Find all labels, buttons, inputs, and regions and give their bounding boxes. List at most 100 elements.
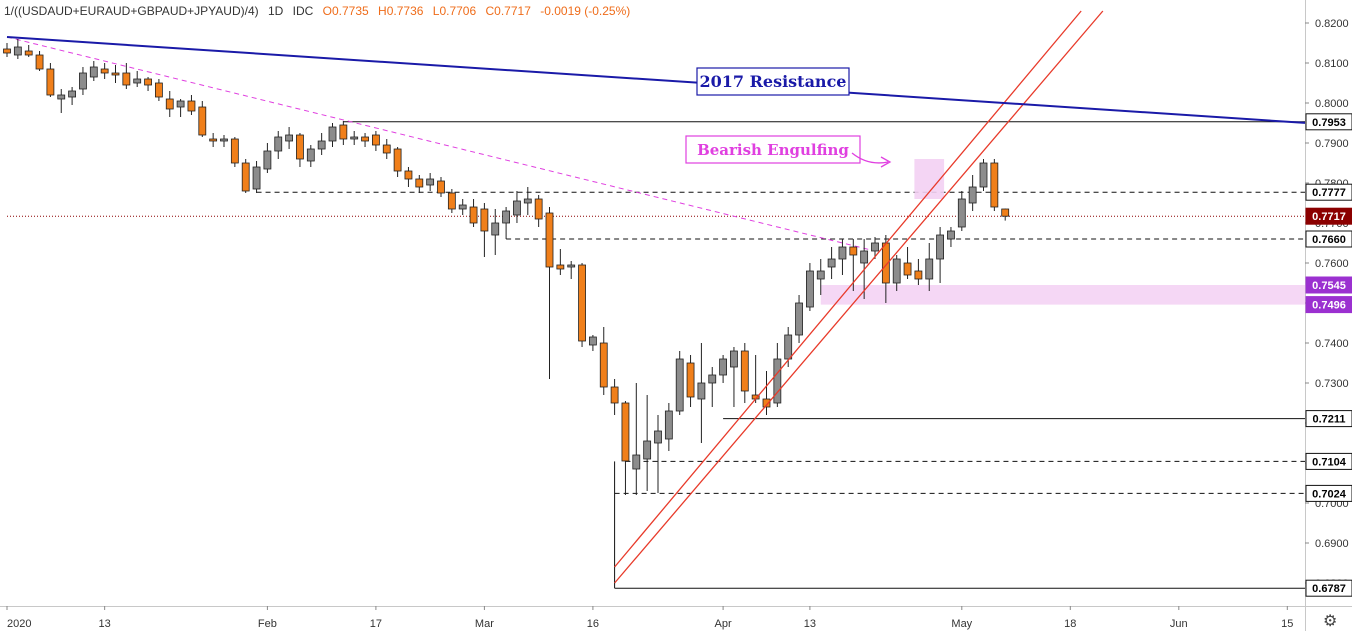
candle-body — [220, 138, 228, 142]
candle-body — [816, 270, 825, 280]
y-tick-label: 0.7900 — [1315, 138, 1349, 150]
low-value: L0.7706 — [432, 4, 477, 18]
candle-body — [3, 48, 11, 54]
x-tick-label: 13 — [99, 618, 111, 630]
candle-body — [979, 162, 988, 188]
candle-body — [252, 166, 261, 190]
candle-body — [382, 144, 391, 154]
candle-body — [968, 186, 977, 204]
candle-body — [35, 54, 44, 70]
price-label-text: 0.7211 — [1312, 414, 1345, 426]
candle-body — [350, 136, 359, 140]
candle-body — [133, 78, 142, 84]
candle-body — [567, 264, 576, 268]
candle-body — [762, 398, 771, 408]
y-tick-label: 0.6900 — [1315, 538, 1349, 550]
candle-body — [784, 334, 793, 360]
candle-body — [708, 374, 717, 384]
downtrend-line — [6, 36, 876, 252]
price-label-text: 0.6787 — [1312, 583, 1346, 595]
symbol-name[interactable]: 1/((USDAUD+EURAUD+GBPAUD+JPYAUD)/4) — [4, 4, 259, 18]
candle-body — [610, 386, 619, 404]
price-label-box — [1305, 484, 1352, 502]
candle-body — [621, 402, 630, 462]
engulfing-label: Bearish Engulfing — [685, 135, 892, 168]
x-tick-label: 17 — [370, 618, 382, 630]
candle-body — [241, 162, 250, 192]
resistance-label: 2017 Resistance — [696, 67, 850, 96]
candle-body — [990, 162, 999, 208]
price-label-box — [1305, 296, 1352, 314]
candle-body — [165, 98, 174, 110]
candle-body — [925, 258, 934, 280]
candle-body — [773, 358, 782, 404]
price-label-box — [1305, 183, 1352, 201]
y-tick-label: 0.8100 — [1315, 58, 1349, 70]
candle-body — [122, 72, 131, 86]
candle-body — [947, 230, 955, 240]
candle-body — [957, 198, 966, 228]
candle-body — [328, 126, 337, 142]
candle-body — [187, 100, 196, 112]
plot-area — [3, 10, 1305, 589]
settings-gear-icon[interactable]: ⚙ — [1323, 613, 1338, 630]
x-tick-label: Apr — [715, 618, 732, 630]
candle-body — [719, 358, 727, 376]
candle-body — [686, 362, 695, 398]
close-value: C0.7717 — [485, 4, 531, 18]
price-label-text: 0.7660 — [1312, 234, 1346, 246]
price-label-box — [1305, 207, 1352, 225]
candle-body — [871, 242, 879, 252]
engulfing-arrow — [851, 152, 889, 164]
x-tick-label: 18 — [1064, 618, 1076, 630]
candle-body — [176, 100, 185, 108]
interval-label[interactable]: 1D — [267, 4, 284, 18]
price-label-box — [1305, 230, 1352, 248]
candle-body — [68, 90, 76, 98]
x-tick-label: 15 — [1281, 618, 1293, 630]
candle-body — [502, 210, 511, 224]
candle-body — [545, 212, 554, 268]
candle-body — [892, 258, 901, 284]
candle-body — [643, 440, 652, 460]
x-tick-label: 2020 — [7, 618, 31, 630]
candle-body — [697, 382, 706, 400]
candle-body — [404, 170, 413, 180]
candle-body — [903, 262, 912, 276]
candle-body — [838, 246, 847, 260]
candle-body — [936, 234, 944, 260]
candle-body — [317, 140, 326, 150]
price-label-text: 0.7545 — [1312, 280, 1346, 292]
price-label-box — [1305, 276, 1352, 294]
candle-body — [57, 94, 66, 100]
price-label-text: 0.7104 — [1312, 456, 1347, 468]
engulfing-label-text: Bearish Engulfing — [697, 141, 849, 159]
resistance-label-text: 2017 Resistance — [700, 72, 847, 91]
open-value: O0.7735 — [322, 4, 369, 18]
high-value: H0.7736 — [378, 4, 424, 18]
candle-body — [371, 134, 380, 146]
y-tick-label: 0.8200 — [1315, 18, 1349, 30]
candle-body — [274, 136, 283, 152]
candle-body — [654, 430, 662, 444]
price-label-text: 0.7024 — [1312, 488, 1347, 500]
candle-body — [827, 258, 836, 268]
candle-body — [415, 178, 424, 188]
candle-body — [589, 336, 597, 346]
x-tick-label: Feb — [258, 618, 277, 630]
candle-body — [393, 148, 402, 172]
candle-body — [46, 68, 55, 96]
candle-body — [100, 68, 109, 74]
engulfing-label-box — [685, 135, 861, 164]
candle-body — [795, 302, 803, 336]
candle-body — [198, 106, 207, 136]
candle-body — [263, 150, 272, 170]
candle-body — [578, 264, 586, 342]
candle-body — [675, 358, 684, 412]
y-tick-label: 0.7300 — [1315, 378, 1349, 390]
y-tick-label: 0.8000 — [1315, 98, 1349, 110]
candle-body — [860, 250, 869, 264]
candle-body — [89, 66, 98, 78]
